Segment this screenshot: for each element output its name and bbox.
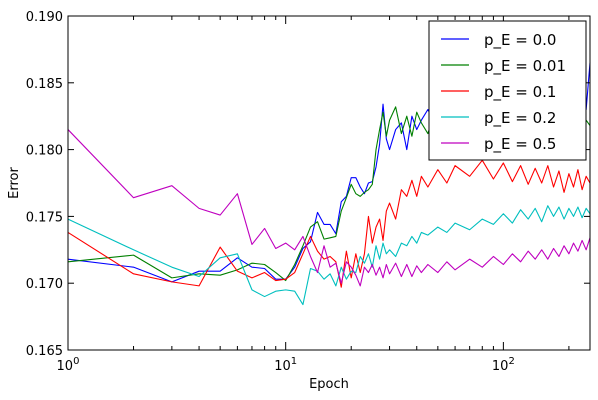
y-tick-label: 0.180	[26, 144, 63, 159]
x-axis-title: Epoch	[309, 377, 349, 392]
y-tick-label: 0.165	[26, 344, 63, 359]
x-tick-label: 102	[492, 356, 515, 374]
series-line-3	[67, 205, 591, 306]
plot-frame	[67, 15, 591, 351]
series-line-2	[67, 159, 591, 288]
legend-label: p_E = 0.5	[484, 135, 556, 154]
legend: p_E = 0.0 p_E = 0.01 p_E = 0.1 p_E = 0.2 p_E…	[428, 20, 587, 161]
series-line-4	[67, 129, 591, 287]
y-tick-label: 0.170	[26, 277, 63, 292]
y-tick-label: 0.190	[26, 10, 63, 25]
legend-label: p_E = 0.0	[484, 31, 556, 50]
x-tick-label: 100	[57, 356, 80, 374]
legend-label: p_E = 0.2	[484, 109, 556, 128]
legend-label: p_E = 0.01	[484, 57, 566, 76]
legend-label: p_E = 0.1	[484, 83, 556, 102]
y-tick-label: 0.185	[26, 77, 63, 92]
y-axis-title: Error	[7, 167, 22, 199]
y-tick-label: 0.175	[26, 210, 63, 225]
x-tick-label: 101	[274, 356, 297, 374]
